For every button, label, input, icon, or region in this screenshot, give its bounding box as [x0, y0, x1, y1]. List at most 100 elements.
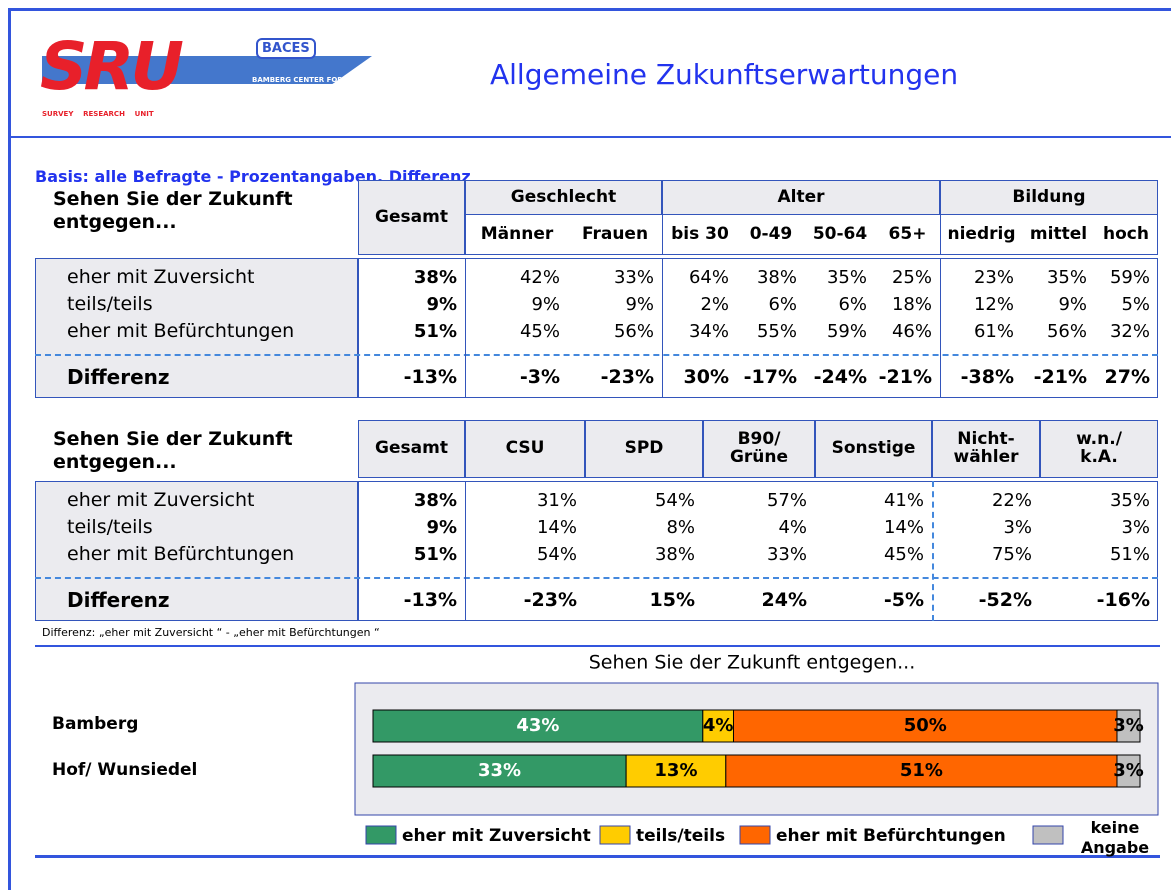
- cell-value: 56%: [613, 321, 654, 342]
- logo-center: BAMBERG CENTER FOR EUROPEAN STUDIES: [252, 76, 343, 92]
- cell-value: 14%: [536, 517, 577, 538]
- row-label: eher mit Zuversicht: [67, 489, 255, 511]
- top-rule: [8, 8, 1171, 11]
- bar-segment: [725, 754, 1118, 788]
- row-label: eher mit Befürchtungen: [67, 320, 295, 342]
- cell-value: 38%: [413, 490, 457, 511]
- cell-value: 9%: [1058, 294, 1087, 315]
- cell-border: [940, 258, 941, 398]
- cell-value: 5%: [1121, 294, 1150, 315]
- sub-header: hoch: [1095, 215, 1158, 255]
- category-label: Bamberg: [52, 714, 138, 734]
- group-header: Geschlecht: [465, 180, 662, 215]
- value-label: 3%: [1113, 760, 1144, 781]
- difference-value: -5%: [883, 589, 924, 611]
- value-label: 50%: [904, 715, 947, 736]
- bar-segment: [732, 709, 1118, 743]
- rule: [35, 855, 1160, 858]
- difference-value: -13%: [403, 589, 457, 611]
- dashed-separator: [932, 481, 934, 621]
- row-label: teils/teils: [67, 516, 153, 538]
- category-label: Hof/ Wunsiedel: [52, 760, 197, 780]
- cell-value: 51%: [413, 321, 457, 342]
- cell-value: 38%: [756, 267, 797, 288]
- row-label-bg: [35, 258, 358, 398]
- row-label: teils/teils: [67, 293, 153, 315]
- cell-value: 41%: [883, 490, 924, 511]
- difference-value: 27%: [1104, 366, 1150, 388]
- sub-header: Frauen: [568, 215, 662, 255]
- sub-header: Männer: [465, 215, 568, 255]
- difference-value: -38%: [960, 366, 1014, 388]
- cell-value: 23%: [973, 267, 1014, 288]
- cell-value: 75%: [991, 544, 1032, 565]
- chart-title: Sehen Sie der Zukunft entgegen...: [589, 652, 915, 674]
- cell-value: 4%: [778, 517, 807, 538]
- group-header: Bildung: [940, 180, 1158, 215]
- cell-value: 12%: [973, 294, 1014, 315]
- difference-value: -21%: [878, 366, 932, 388]
- header-cell: B90/ Grüne: [703, 420, 815, 478]
- difference-value: -24%: [813, 366, 867, 388]
- question: Sehen Sie der Zukunft entgegen...: [53, 428, 293, 473]
- cell-value: 9%: [531, 294, 560, 315]
- difference-value: 15%: [649, 589, 695, 611]
- header-cell: Gesamt: [358, 180, 465, 255]
- title: Allgemeine Zukunftserwartungen: [490, 58, 959, 91]
- legend-swatch: [365, 825, 397, 845]
- difference-value: 24%: [761, 589, 807, 611]
- cell-value: 51%: [1109, 544, 1150, 565]
- cell-value: 33%: [613, 267, 654, 288]
- cell-value: 6%: [838, 294, 867, 315]
- difference-value: 30%: [683, 366, 729, 388]
- cell-value: 51%: [413, 544, 457, 565]
- difference-value: -23%: [600, 366, 654, 388]
- row-label-bg: [35, 481, 358, 621]
- cell-value: 3%: [1003, 517, 1032, 538]
- sub-header: mittel: [1022, 215, 1095, 255]
- footnote: Differenz: „eher mit Zuversicht “ - „ehe…: [42, 626, 380, 639]
- value-label: 3%: [1113, 715, 1144, 736]
- difference-label: Differenz: [67, 588, 170, 612]
- cell-value: 31%: [536, 490, 577, 511]
- cell-value: 45%: [519, 321, 560, 342]
- header-cell: Nicht- wähler: [932, 420, 1040, 478]
- sub-header: 50-64: [805, 215, 875, 255]
- cell-value: 18%: [891, 294, 932, 315]
- difference-value: -21%: [1033, 366, 1087, 388]
- rule: [8, 136, 1171, 138]
- dashed-separator: [35, 577, 1158, 579]
- left-rule: [8, 8, 11, 890]
- legend-swatch: [599, 825, 631, 845]
- cell-value: 34%: [688, 321, 729, 342]
- bar-segment: [625, 754, 727, 788]
- cell-value: 64%: [688, 267, 729, 288]
- cell-value: 9%: [426, 517, 457, 538]
- cell-value: 55%: [756, 321, 797, 342]
- cell-value: 46%: [891, 321, 932, 342]
- cell-value: 35%: [1046, 267, 1087, 288]
- question: Sehen Sie der Zukunft entgegen...: [53, 188, 293, 233]
- legend-label: teils/teils: [636, 826, 725, 846]
- logo-main: SRU: [40, 28, 184, 105]
- legend-label: eher mit Zuversicht: [402, 826, 591, 846]
- value-label: 33%: [478, 760, 521, 781]
- difference-value: -23%: [523, 589, 577, 611]
- cell-border: [465, 481, 466, 621]
- legend-swatch: [739, 825, 771, 845]
- difference-label: Differenz: [67, 365, 170, 389]
- cell-value: 3%: [1121, 517, 1150, 538]
- bar-segment: [372, 754, 627, 788]
- cell-border: [662, 258, 663, 398]
- bar-segment: [702, 709, 734, 743]
- difference-value: -13%: [403, 366, 457, 388]
- row-label: eher mit Befürchtungen: [67, 543, 295, 565]
- logo-unit: SURVEY RESEARCH UNIT: [42, 110, 154, 118]
- cell-value: 8%: [666, 517, 695, 538]
- cell-value: 57%: [766, 490, 807, 511]
- cell-value: 9%: [625, 294, 654, 315]
- sub-header: niedrig: [940, 215, 1022, 255]
- logo-band: [42, 56, 372, 84]
- header-cell: w.n./ k.A.: [1040, 420, 1158, 478]
